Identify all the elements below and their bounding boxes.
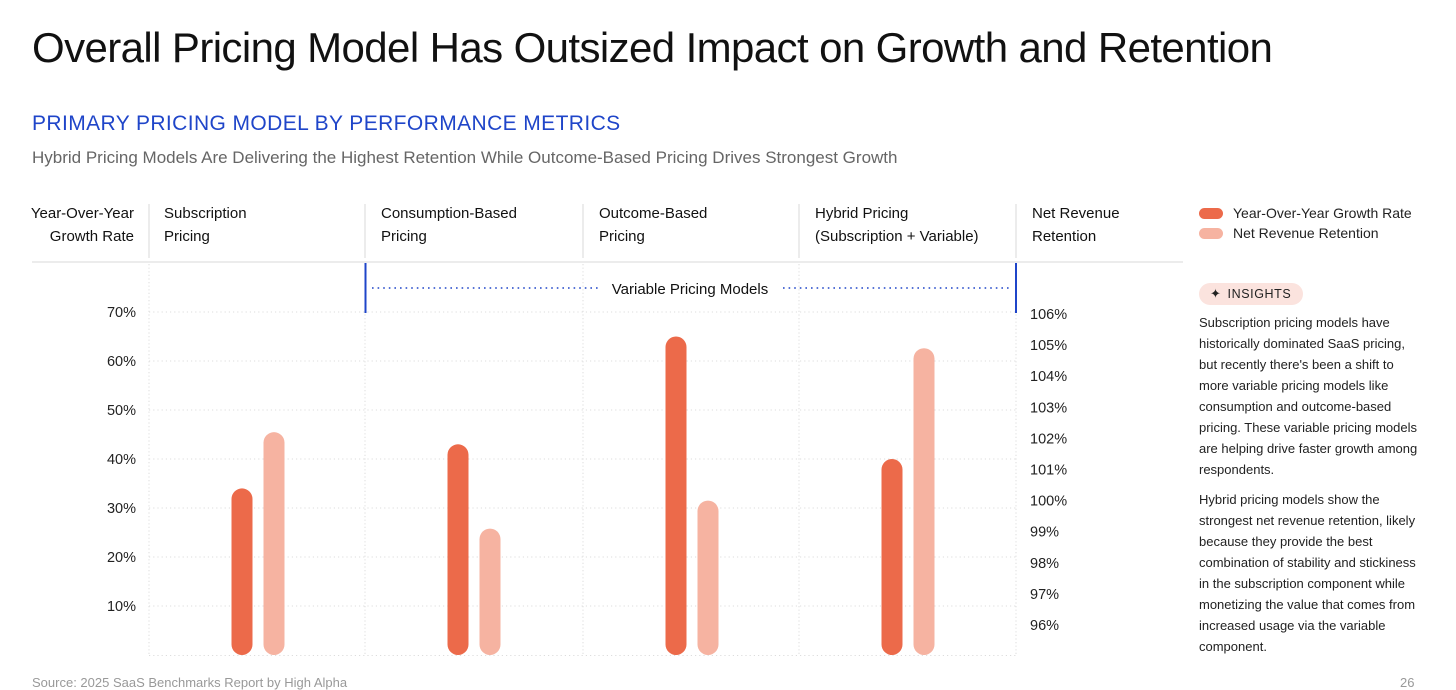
right-tick-label: 98% — [1030, 556, 1059, 572]
left-tick-label: 30% — [107, 501, 136, 517]
variable-pricing-label: Variable Pricing Models — [612, 281, 768, 298]
right-axis-label-line2: Retention — [1032, 228, 1097, 245]
category-header-outcome: Outcome-Based Pricing — [599, 202, 799, 248]
right-tick-label: 103% — [1030, 400, 1067, 416]
chart-tagline: Hybrid Pricing Models Are Delivering the… — [32, 148, 898, 167]
right-tick-label: 101% — [1030, 463, 1067, 479]
legend-item-nrr: Net Revenue Retention — [1199, 225, 1379, 241]
bar-growth — [447, 444, 469, 655]
left-tick-label: 70% — [107, 305, 136, 321]
left-tick-label: 10% — [107, 599, 136, 615]
insights-badge: ✦ INSIGHTS — [1199, 283, 1304, 305]
left-axis-label-line2: Growth Rate — [49, 228, 134, 245]
chart-area: 10% 20% 30% 40% 50% 60% 70% 96% 97% 98% 99% 100% 101… — [32, 204, 1183, 656]
category-header-line2: Pricing — [381, 228, 427, 245]
legend-label-growth: Year-Over-Year Growth Rate — [1233, 205, 1412, 221]
bar-nrr — [263, 432, 285, 655]
legend-item-growth: Year-Over-Year Growth Rate — [1199, 205, 1412, 221]
page-title: Overall Pricing Model Has Outsized Impac… — [32, 24, 1273, 71]
left-tick-label: 20% — [107, 550, 136, 566]
right-tick-label: 106% — [1030, 307, 1067, 323]
category-header-hybrid: Hybrid Pricing (Subscription + Variable) — [815, 202, 1015, 248]
right-tick-label: 97% — [1030, 587, 1059, 603]
right-tick-label: 99% — [1030, 525, 1059, 541]
bar-nrr — [697, 500, 719, 655]
category-header-line2: Pricing — [164, 228, 210, 245]
right-tick-label: 104% — [1030, 369, 1067, 385]
bar-growth — [881, 459, 903, 655]
insight-paragraph-1: Subscription pricing models have histori… — [1199, 315, 1418, 477]
left-axis-label: Year-Over-Year Growth Rate — [30, 202, 134, 248]
bar-nrr — [913, 348, 935, 655]
right-tick-label: 105% — [1030, 338, 1067, 354]
bar-nrr — [479, 528, 501, 655]
insight-paragraph-2: Hybrid pricing models show the strongest… — [1199, 492, 1416, 654]
left-axis-label-line1: Year-Over-Year — [30, 205, 134, 222]
sparkle-icon: ✦ — [1210, 286, 1222, 301]
legend-swatch-nrr — [1199, 227, 1223, 239]
left-tick-label: 50% — [107, 403, 136, 419]
insights-badge-label: INSIGHTS — [1227, 287, 1292, 301]
category-header-line1: Consumption-Based — [381, 205, 517, 222]
right-axis-label-line1: Net Revenue — [1032, 205, 1120, 222]
chart-subtitle: PRIMARY PRICING MODEL BY PERFORMANCE MET… — [32, 112, 621, 135]
page-number: 26 — [1400, 675, 1415, 690]
right-axis-label: Net Revenue Retention — [1032, 202, 1172, 248]
bar-growth — [231, 488, 253, 655]
right-tick-label: 102% — [1030, 431, 1067, 447]
legend-swatch-growth — [1199, 207, 1223, 219]
left-tick-label: 40% — [107, 452, 136, 468]
category-header-line1: Hybrid Pricing — [815, 205, 909, 222]
category-header-line2: (Subscription + Variable) — [815, 228, 979, 245]
category-header-subscription: Subscription Pricing — [164, 202, 364, 248]
bar-growth — [665, 336, 687, 655]
category-header-line1: Outcome-Based — [599, 205, 708, 222]
right-tick-label: 96% — [1030, 618, 1059, 634]
legend-label-nrr: Net Revenue Retention — [1233, 225, 1379, 241]
right-tick-label: 100% — [1030, 494, 1067, 510]
category-header-line1: Subscription — [164, 205, 247, 222]
category-header-line2: Pricing — [599, 228, 645, 245]
category-header-consumption: Consumption-Based Pricing — [381, 202, 581, 248]
footer-source: Source: 2025 SaaS Benchmarks Report by H… — [32, 675, 348, 690]
left-tick-label: 60% — [107, 354, 136, 370]
